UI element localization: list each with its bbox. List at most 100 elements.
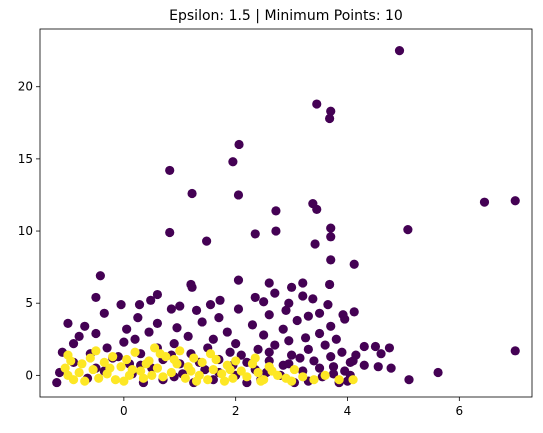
cluster-point [66,356,76,366]
noise-point [278,324,288,334]
x-tick-label: 2 [232,404,240,418]
y-tick-label: 5 [25,296,33,310]
cluster-point [150,343,160,353]
cluster-point [127,364,137,375]
cluster-point [253,367,263,378]
noise-point [91,328,101,339]
noise-point [191,305,202,316]
noise-point [284,298,294,308]
cluster-point [108,351,118,362]
axis-ticks: 0 2 4 6 0 5 10 15 20 [18,80,463,418]
x-tick-label: 6 [455,404,463,418]
noise-point [197,317,207,327]
noise-point [250,229,260,239]
noise-point [314,308,325,318]
noise-point [286,282,297,292]
noise-point [326,321,336,331]
cluster-point [219,376,230,386]
noise-point [165,165,175,176]
noise-point [175,301,185,311]
cluster-point [152,363,163,373]
noise-point [349,259,359,269]
cluster-point [141,359,151,369]
cluster-point [191,376,202,386]
cluster-point [119,376,129,386]
noise-point [165,227,175,238]
y-tick-label: 20 [18,80,33,94]
noise-point [312,99,322,109]
cluster-point [180,373,190,383]
noise-point [152,289,163,300]
noise-point [376,349,386,359]
noise-point [52,377,62,388]
cluster-point [205,349,216,359]
noise-point [259,330,269,340]
noise-point [253,344,263,354]
noise-point [295,353,305,363]
noise-point [215,295,225,305]
noise-point [326,255,336,265]
noise-point [214,313,224,323]
noise-point [271,206,281,216]
noise-point [228,157,238,167]
noise-point [183,331,193,341]
noise-point [172,323,182,333]
noise-point [134,300,145,310]
cluster-point [203,375,213,385]
x-tick-label: 0 [120,404,128,418]
noise-point [233,275,244,285]
noise-point [144,327,154,337]
noise-point [309,356,319,366]
cluster-point [60,363,70,373]
cluster-point [208,364,218,375]
cluster-point [231,356,241,366]
noise-point [373,362,383,372]
cluster-point [110,375,121,385]
noise-point [323,300,333,310]
noise-point [95,271,105,281]
noise-point [386,363,396,373]
cluster-point [91,346,101,356]
noise-point [205,300,216,310]
noise-point [130,334,140,344]
noise-point [292,315,302,326]
scatter-marks [52,46,520,388]
cluster-point [88,364,98,375]
noise-point [510,346,520,356]
y-tick-label: 15 [18,152,33,166]
noise-point [308,294,318,304]
cluster-point [77,359,87,369]
noise-point [259,297,269,307]
noise-point [284,359,294,369]
noise-point [74,331,84,341]
noise-point [433,367,443,378]
noise-point [122,324,132,334]
noise-point [116,300,126,310]
noise-point [325,113,335,124]
noise-point [326,223,336,233]
noise-point [233,190,244,200]
cluster-point [138,373,149,383]
noise-point [348,356,358,366]
noise-point [166,304,176,314]
cluster-point [74,367,84,378]
cluster-point [286,376,297,386]
cluster-point [105,363,115,373]
noise-point [479,197,490,207]
cluster-point [68,375,79,385]
noise-point [271,226,281,236]
noise-point [264,278,274,288]
noise-point [99,308,109,318]
noise-point [510,196,520,206]
noise-point [233,304,244,314]
noise-point [102,343,112,353]
cluster-point [186,366,196,376]
cluster-point [155,349,165,359]
cluster-point [122,354,132,365]
cluster-point [267,366,277,376]
noise-point [326,351,336,362]
cluster-point [320,370,330,380]
cluster-point [334,375,344,385]
noise-point [303,344,313,354]
